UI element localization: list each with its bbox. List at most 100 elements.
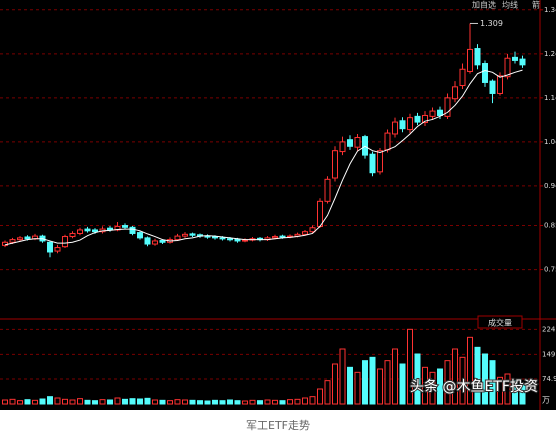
volume-bar: [324, 380, 331, 405]
candle-body: [429, 110, 436, 117]
volume-bar: [114, 397, 121, 405]
volume-bar: [317, 388, 323, 405]
candle-body: [152, 240, 158, 245]
candle-body: [459, 68, 466, 87]
volume-bar: [47, 396, 53, 405]
volume-bar: [384, 360, 391, 405]
volume-bar: [174, 399, 181, 405]
volume-bar: [39, 398, 46, 405]
volume-bar: [497, 376, 503, 405]
candle-body: [504, 57, 511, 78]
volume-bar: [294, 398, 301, 405]
volume-bar: [92, 400, 98, 405]
volume-bar: [347, 366, 353, 405]
volume-bar: [279, 400, 286, 405]
volume-bar: [519, 383, 526, 405]
volume-bar: [167, 400, 173, 405]
candle-body: [377, 150, 383, 173]
volume-bar: [242, 400, 248, 405]
y-tick-label: 1.04: [544, 138, 556, 146]
volume-bar: [414, 353, 421, 405]
volume-bar: [482, 353, 488, 405]
volume-bar: [144, 397, 151, 405]
volume-bar: [32, 399, 38, 405]
candle-body: [272, 236, 278, 239]
candle-body: [347, 139, 353, 147]
volume-bar: [84, 399, 91, 405]
candle-body: [519, 58, 526, 66]
candle-body: [144, 237, 151, 245]
candle-body: [227, 238, 233, 241]
watermark: 头条 @木鱼ETF投资: [410, 378, 538, 395]
candle-body: [122, 225, 128, 228]
volume-bar: [302, 397, 308, 405]
volume-bar: [407, 328, 413, 405]
volume-bar: [182, 399, 188, 405]
candle-body: [137, 232, 143, 239]
chart-background: [0, 0, 556, 410]
volume-bar: [54, 397, 61, 405]
candle-body: [482, 63, 488, 83]
y-tick-label: 1.14: [544, 94, 556, 102]
volume-bar: [227, 399, 233, 405]
volume-bar: [429, 371, 436, 405]
candle-body: [47, 241, 53, 253]
volume-bar: [467, 336, 473, 405]
volume-bar: [204, 400, 211, 405]
candle-body: [497, 75, 503, 94]
volume-bar: [459, 356, 466, 405]
volume-tick-label: 224: [542, 325, 556, 333]
volume-bar: [422, 366, 428, 405]
volume-bar: [219, 400, 226, 405]
candle-body: [219, 237, 226, 240]
volume-bar: [399, 363, 406, 405]
candle-body: [174, 235, 181, 241]
volume-bar: [234, 400, 241, 405]
candle-body: [452, 86, 458, 100]
candle-body: [2, 241, 8, 246]
candle-body: [339, 141, 346, 153]
candle-body: [384, 132, 391, 151]
candle-body: [242, 239, 248, 242]
candle-body: [129, 226, 136, 234]
candle-body: [62, 236, 68, 248]
candle-body: [512, 56, 518, 61]
candle-body: [437, 109, 443, 116]
volume-bar: [2, 399, 8, 405]
candle-body: [189, 233, 196, 236]
volume-bar: [212, 399, 218, 405]
toolbar-item[interactable]: 箭: [532, 0, 540, 10]
toolbar-item[interactable]: 加自选: [472, 0, 496, 10]
candle-body: [392, 121, 398, 135]
volume-bar: [249, 399, 256, 405]
volume-unit: 万: [542, 396, 550, 405]
volume-bar: [489, 360, 496, 405]
candle-body: [159, 240, 166, 243]
toolbar-item[interactable]: 均线: [502, 0, 518, 10]
y-tick-label: 0.75: [544, 266, 556, 274]
volume-bar: [107, 399, 113, 405]
volume-bar: [444, 360, 451, 405]
candle-body: [369, 153, 376, 174]
candle-body: [354, 136, 361, 148]
candle-body: [279, 235, 286, 238]
volume-button[interactable]: [477, 315, 523, 329]
volume-bar: [392, 348, 398, 405]
volume-bar: [504, 373, 511, 405]
volume-bar: [17, 400, 23, 405]
volume-bar: [137, 398, 143, 405]
volume-bar: [9, 398, 16, 405]
candle-body: [92, 229, 98, 233]
high-annotation: 1.309: [480, 19, 503, 28]
volume-bar: [77, 398, 83, 405]
volume-tick-label: 149: [542, 350, 555, 358]
volume-bar: [189, 399, 196, 405]
y-tick-label: 0.94: [544, 182, 556, 190]
y-tick-label: 1.24: [544, 50, 556, 58]
moving-average: [4, 69, 523, 246]
volume-bar: [264, 399, 271, 405]
volume-bar: [369, 356, 376, 405]
candle-body: [317, 200, 323, 227]
candle-body: [17, 237, 23, 241]
